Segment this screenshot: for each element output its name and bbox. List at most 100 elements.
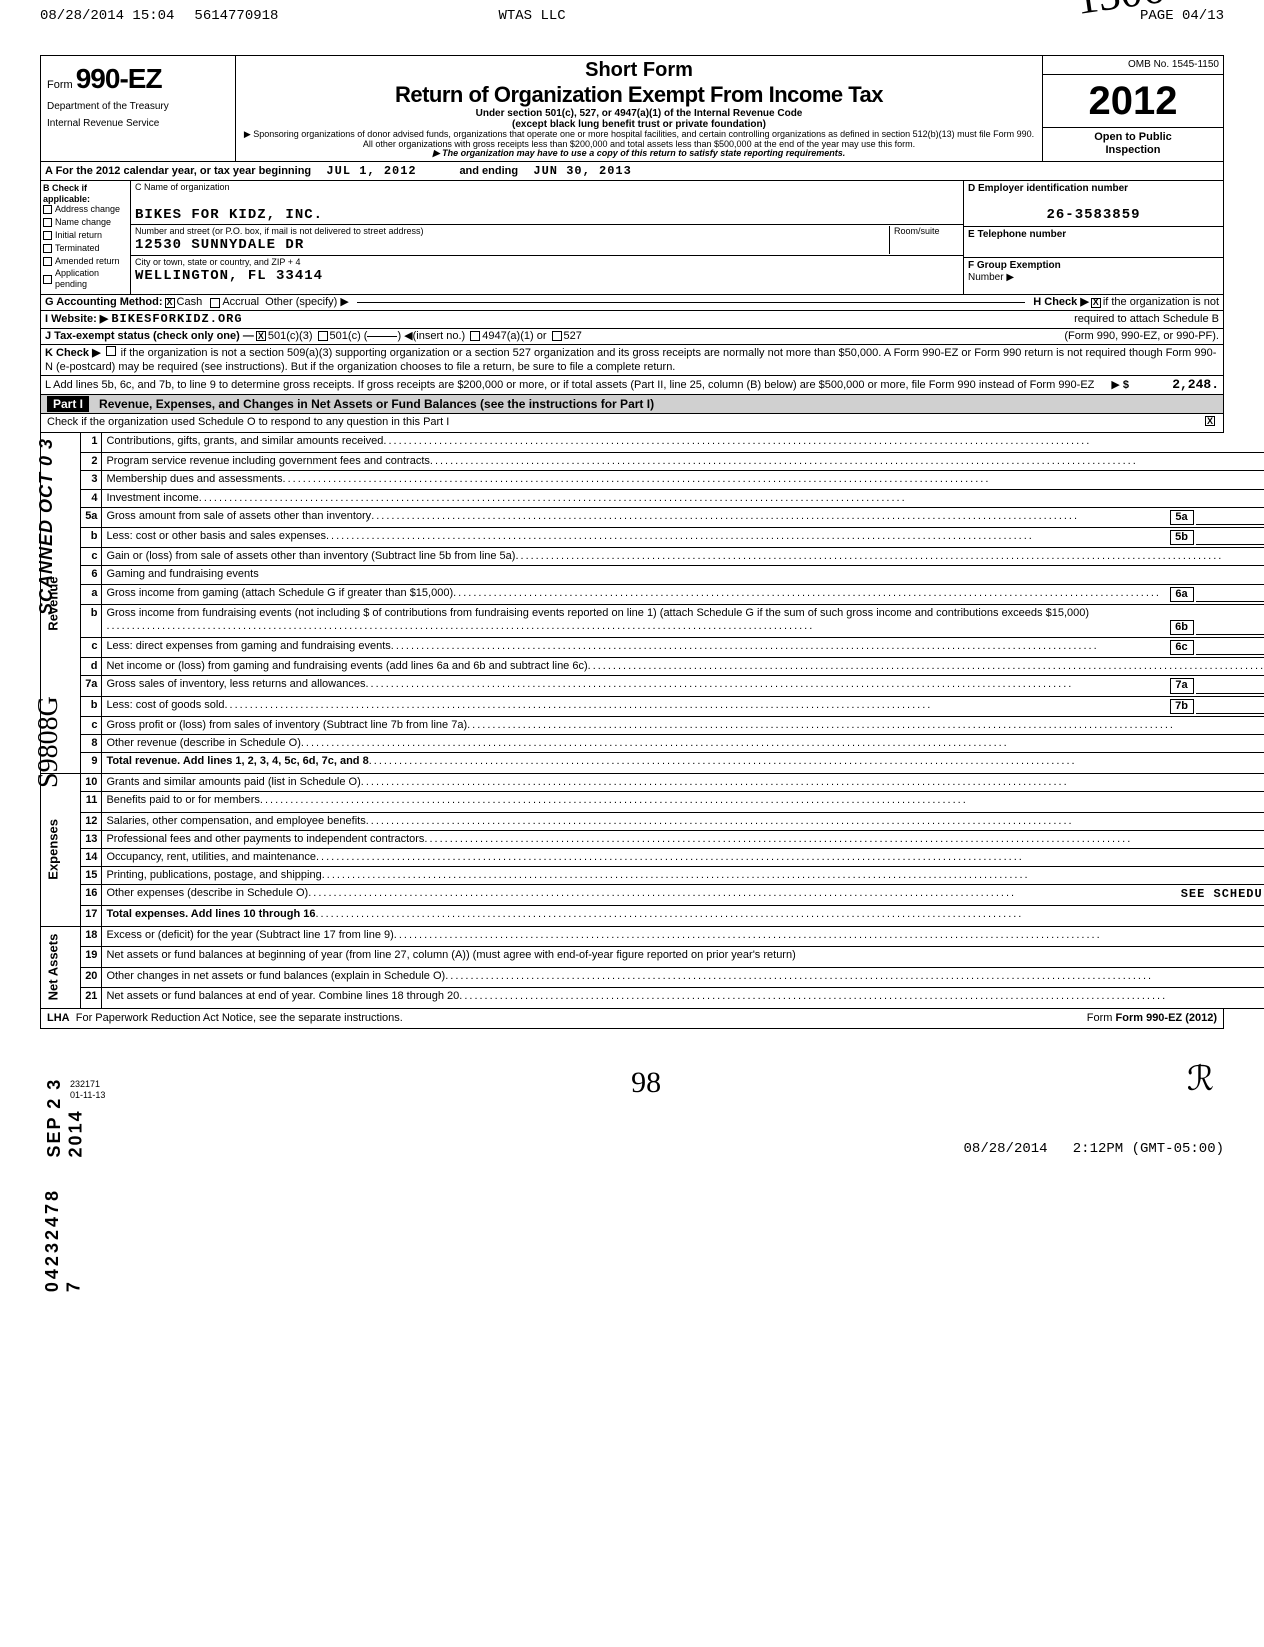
ln-19: 19 xyxy=(81,947,102,968)
fax-company: WTAS LLC xyxy=(498,8,565,25)
desc-3: Membership dues and assessments xyxy=(106,473,282,486)
ln-6c: c xyxy=(81,638,102,658)
sub-6c: 6c xyxy=(1170,640,1194,655)
ln-8: 8 xyxy=(81,735,102,753)
subtitle-4: The organization may have to use a copy … xyxy=(242,149,1036,158)
org-city: WELLINGTON, FL 33414 xyxy=(135,268,959,285)
omb-number: OMB No. 1545-1150 xyxy=(1043,56,1223,75)
ln-5b: b xyxy=(81,527,102,547)
k-text: if the organization is not a section 509… xyxy=(45,347,1216,373)
desc-6a: Gross income from gaming (attach Schedul… xyxy=(106,587,453,602)
ln-15: 15 xyxy=(81,867,102,885)
main-title: Return of Organization Exempt From Incom… xyxy=(242,82,1036,108)
lbl-app-pending: Application pending xyxy=(55,268,128,290)
lbl-501c3: 501(c)(3) xyxy=(268,330,313,343)
lbl-other-specify: Other (specify) ▶ xyxy=(265,296,349,309)
row-a: A For the 2012 calendar year, or tax yea… xyxy=(41,161,1223,180)
f-label-2: Number ▶ xyxy=(968,272,1219,284)
chk-527[interactable] xyxy=(552,331,562,341)
chk-initial-return[interactable] xyxy=(43,231,52,240)
desc-13: Professional fees and other payments to … xyxy=(106,833,424,846)
tax-year: 2012 xyxy=(1043,75,1223,128)
fax-number: 5614770918 xyxy=(194,8,278,25)
desc-19: Net assets or fund balances at beginning… xyxy=(106,949,795,961)
ln-9: 9 xyxy=(81,753,102,774)
ln-6a: a xyxy=(81,584,102,604)
row-g: G Accounting Method: X Cash Accrual Othe… xyxy=(41,294,1223,310)
d-label: D Employer identification number xyxy=(968,183,1219,195)
l-text: L Add lines 5b, 6c, and 7b, to line 9 to… xyxy=(45,379,1108,392)
fax-footer-date: 08/28/2014 xyxy=(964,1141,1048,1157)
fax-footer-time: 2:12PM (GMT-05:00) xyxy=(1073,1141,1224,1157)
page-wrapper: 1306 SCANNED OCT 0 3 S9808G SEP 2 3 2014… xyxy=(40,8,1224,1157)
desc-7b: Less: cost of goods sold xyxy=(106,699,224,714)
form-header: Form 990-EZ Department of the Treasury I… xyxy=(40,55,1224,395)
chk-amended[interactable] xyxy=(43,257,52,266)
ln-17: 17 xyxy=(81,905,102,926)
lbl-insert-no: ) ◀(insert no.) xyxy=(397,330,465,343)
part-1-label: Part I xyxy=(47,396,89,412)
ln-6: 6 xyxy=(81,566,102,584)
row-a-prefix: A For the 2012 calendar year, or tax yea… xyxy=(45,165,311,177)
ln-4: 4 xyxy=(81,489,102,507)
bottom-area: 232171 01-11-13 98 ℛ xyxy=(40,1059,1224,1101)
org-address: 12530 SUNNYDALE DR xyxy=(135,237,889,254)
lbl-amended: Amended return xyxy=(55,256,120,267)
chk-terminated[interactable] xyxy=(43,244,52,253)
ln-7b: b xyxy=(81,696,102,716)
j-label: J Tax-exempt status (check only one) — xyxy=(45,330,254,343)
chk-k[interactable] xyxy=(106,346,116,356)
chk-cash[interactable]: X xyxy=(165,298,175,308)
lha-form-ref: Form Form 990-EZ (2012) xyxy=(1087,1012,1217,1025)
desc-5a: Gross amount from sale of assets other t… xyxy=(106,510,371,525)
chk-501c[interactable] xyxy=(318,331,328,341)
part-1-desc: Revenue, Expenses, and Changes in Net As… xyxy=(99,397,654,411)
part-1-sched-o-text: Check if the organization used Schedule … xyxy=(47,416,1203,429)
dept-irs: Internal Revenue Service xyxy=(47,118,229,129)
sub-7b: 7b xyxy=(1170,699,1194,714)
see-schedule-o: SEE SCHEDULE O xyxy=(1181,887,1264,901)
sub-6b: 6b xyxy=(1170,620,1194,635)
sub-5b: 5b xyxy=(1170,530,1194,545)
lbl-terminated: Terminated xyxy=(55,243,100,254)
ln-2: 2 xyxy=(81,453,102,471)
h-check-note: if the organization is not xyxy=(1103,296,1219,309)
chk-app-pending[interactable] xyxy=(43,275,52,284)
part-1-table: Revenue 1 Contributions, gifts, grants, … xyxy=(40,433,1264,1009)
desc-9: Total revenue. Add lines 1, 2, 3, 4, 5c,… xyxy=(106,755,368,767)
sub-7a: 7a xyxy=(1170,678,1194,693)
lbl-address-change: Address change xyxy=(55,204,120,215)
ln-21: 21 xyxy=(81,988,102,1009)
ln-14: 14 xyxy=(81,848,102,866)
chk-name-change[interactable] xyxy=(43,218,52,227)
ln-5a: 5a xyxy=(81,507,102,527)
desc-17: Total expenses. Add lines 10 through 16 xyxy=(106,908,315,920)
chk-h[interactable]: X xyxy=(1091,298,1101,308)
j-form-ref: (Form 990, 990-EZ, or 990-PF). xyxy=(1064,330,1219,343)
title-box: Short Form Return of Organization Exempt… xyxy=(236,56,1043,161)
i-label: I Website: ▶ xyxy=(45,313,108,326)
ln-6d: d xyxy=(81,658,102,676)
fax-footer: 08/28/2014 2:12PM (GMT-05:00) xyxy=(40,1141,1224,1158)
desc-1: Contributions, gifts, grants, and simila… xyxy=(106,435,383,448)
chk-sched-o[interactable]: X xyxy=(1205,416,1215,426)
ln-13: 13 xyxy=(81,830,102,848)
form-number-box: Form 990-EZ Department of the Treasury I… xyxy=(41,56,236,161)
ln-10: 10 xyxy=(81,773,102,791)
margin-sep-date: SEP 2 3 2014 xyxy=(44,1028,87,1157)
ln-1: 1 xyxy=(81,433,102,453)
open-public-2: Inspection xyxy=(1045,144,1221,157)
chk-501c3[interactable]: X xyxy=(256,331,266,341)
chk-accrual[interactable] xyxy=(210,298,220,308)
desc-7c: Gross profit or (loss) from sales of inv… xyxy=(106,719,467,732)
chk-4947[interactable] xyxy=(470,331,480,341)
lha-label: LHA xyxy=(47,1012,70,1025)
col-right-ids: D Employer identification number 26-3583… xyxy=(963,181,1223,294)
side-label-revenue: Revenue xyxy=(41,433,81,774)
handwritten-98: 98 xyxy=(631,1065,661,1101)
desc-6: Gaming and fundraising events xyxy=(102,566,1264,584)
l-amount: 2,248. xyxy=(1129,377,1219,393)
chk-address-change[interactable] xyxy=(43,205,52,214)
desc-5c: Gain or (loss) from sale of assets other… xyxy=(106,550,515,563)
margin-dln: 04232478 7 xyxy=(42,1188,85,1292)
